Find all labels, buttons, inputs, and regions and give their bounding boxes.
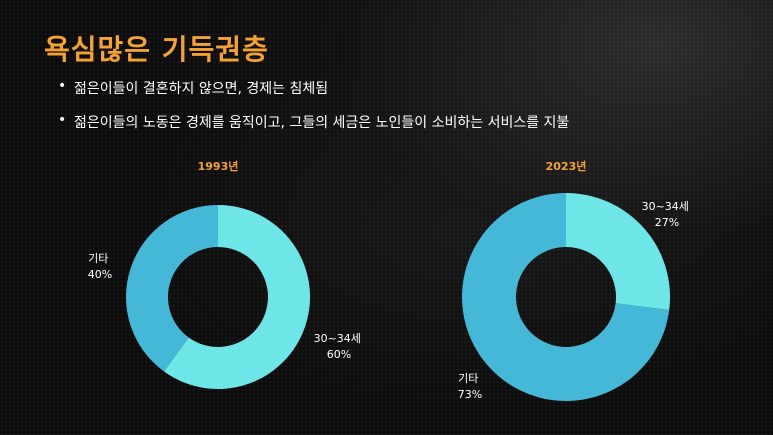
chart-title-1993: 1993년 (198, 159, 239, 173)
donut-slice (566, 193, 670, 311)
donut-slice (163, 205, 310, 390)
donut-slice (462, 193, 670, 402)
chart-1993: 1993년 30~34세 60% 기타 40% (88, 159, 365, 390)
slice-label-30-34: 30~34세 27% (642, 200, 693, 229)
chart-2023: 2023년 30~34세 27% 기타 73% (458, 159, 693, 402)
donut-slice (125, 205, 218, 372)
bullet-item: 젊은이들의 노동은 경제를 움직이고, 그들의 세금은 노인들이 소비하는 서비… (58, 112, 569, 132)
chart-title-2023: 2023년 (546, 159, 587, 173)
slice-label-other: 기타 40% (88, 252, 112, 281)
slice-label-other: 기타 73% (458, 372, 482, 401)
slice-label-30-34: 30~34세 60% (314, 332, 365, 361)
slide-title: 욕심많은 기득권층 (44, 33, 269, 66)
bullet-item: 젊은이들이 결혼하지 않으면, 경제는 침체됨 (58, 78, 569, 98)
bullet-list: 젊은이들이 결혼하지 않으면, 경제는 침체됨 젊은이들의 노동은 경제를 움직… (58, 78, 569, 146)
